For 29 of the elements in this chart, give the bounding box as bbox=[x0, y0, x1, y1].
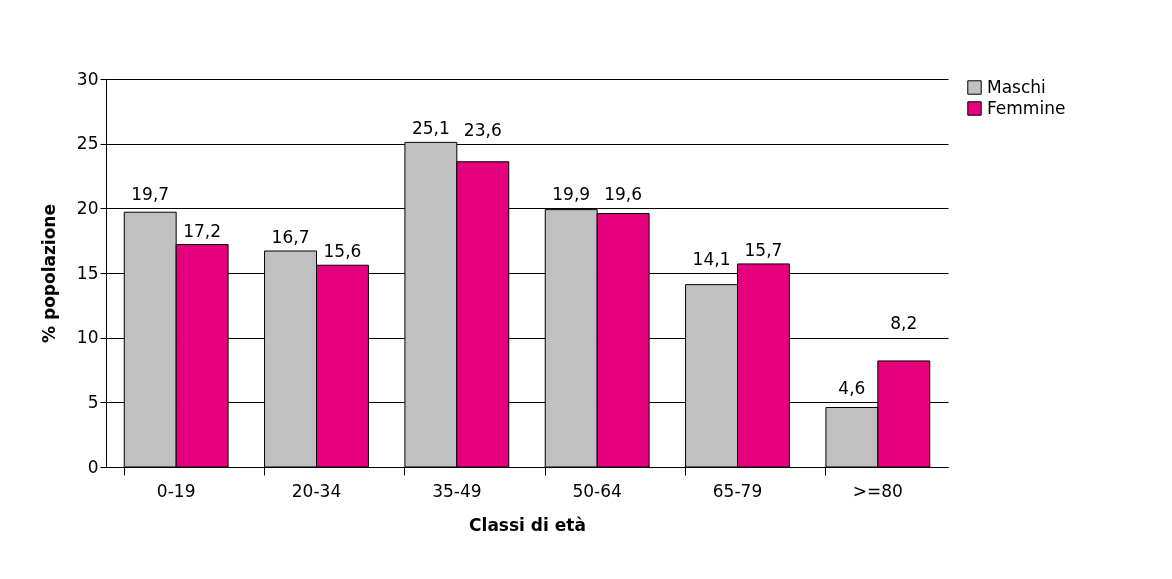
y-tick-label: 25 bbox=[76, 133, 99, 154]
legend-label: Femmine bbox=[987, 97, 1066, 118]
y-axis-title: % popolazione bbox=[38, 204, 59, 343]
data-label: 15,7 bbox=[744, 239, 783, 260]
data-label: 14,1 bbox=[692, 248, 731, 269]
data-label: 4,6 bbox=[838, 377, 866, 398]
data-label: 19,6 bbox=[604, 183, 643, 204]
x-tick-label: >=80 bbox=[852, 480, 903, 501]
data-label: 15,6 bbox=[323, 241, 362, 262]
x-tick-label: 50-64 bbox=[572, 480, 622, 501]
y-tick-label: 30 bbox=[76, 68, 99, 89]
data-label: 16,7 bbox=[271, 227, 310, 248]
y-tick-label: 20 bbox=[76, 197, 99, 218]
y-tick-label: 10 bbox=[76, 327, 99, 348]
x-tick-label: 35-49 bbox=[432, 480, 482, 501]
data-label: 19,9 bbox=[552, 183, 591, 204]
x-tick-label: 65-79 bbox=[712, 480, 763, 501]
x-axis-title: Classi di età bbox=[469, 514, 586, 535]
data-label: 19,7 bbox=[131, 184, 170, 205]
legend-label: Maschi bbox=[987, 76, 1046, 97]
x-tick-label: 0-19 bbox=[156, 480, 196, 501]
y-tick-label: 5 bbox=[87, 391, 99, 412]
y-tick-label: 15 bbox=[76, 262, 99, 283]
data-label: 25,1 bbox=[411, 118, 450, 139]
y-tick-label: 0 bbox=[87, 456, 99, 477]
data-label: 23,6 bbox=[463, 119, 502, 140]
x-tick-label: 20-34 bbox=[291, 480, 342, 501]
data-label: 8,2 bbox=[890, 312, 918, 333]
data-label: 17,2 bbox=[183, 220, 222, 241]
